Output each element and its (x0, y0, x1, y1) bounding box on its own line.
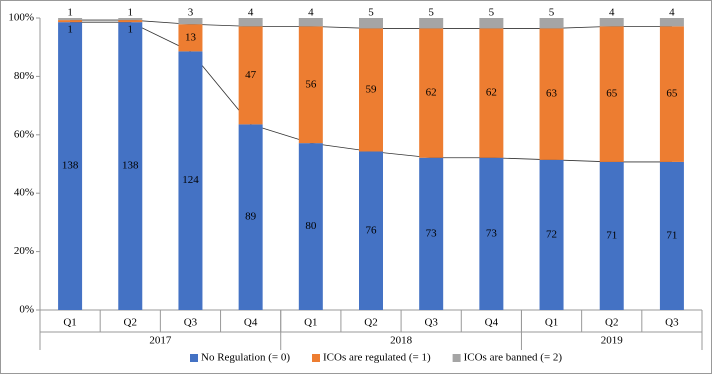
bar-segment (118, 20, 143, 23)
data-label: 73 (486, 227, 498, 239)
bar-segment (359, 151, 383, 310)
x-tick-label: Q3 (424, 317, 438, 329)
data-label: 5 (549, 7, 555, 19)
legend-swatch (312, 354, 320, 362)
data-label: 3 (188, 7, 194, 19)
x-tick-label: Q3 (665, 317, 679, 329)
x-tick-label: Q4 (485, 317, 499, 329)
bar-segment (599, 161, 624, 310)
y-tick-label: 40% (14, 187, 34, 199)
x-tick-label: Q1 (304, 317, 317, 329)
legend-swatch (452, 354, 461, 362)
data-label: 63 (546, 88, 558, 100)
data-label: 71 (606, 229, 617, 241)
x-tick-label: Q1 (63, 317, 76, 329)
legend-label: ICOs are regulated (= 1) (323, 352, 431, 364)
bar-segment (659, 18, 684, 27)
data-label: 62 (486, 87, 497, 99)
y-tick-label: 0% (19, 304, 34, 316)
bar-segment (479, 157, 504, 310)
data-label: 5 (368, 7, 374, 19)
data-label: 65 (606, 88, 618, 100)
data-label: 89 (245, 211, 257, 223)
data-label: 1 (67, 24, 73, 36)
data-label: 4 (248, 7, 254, 19)
bar-segment (359, 18, 383, 29)
x-tick-label: Q4 (244, 317, 258, 329)
data-label: 138 (62, 160, 79, 172)
data-label: 5 (489, 7, 495, 19)
bar-segment (238, 26, 263, 125)
bar-segment (599, 18, 624, 27)
bar-segment (419, 157, 444, 310)
bar-segment (419, 28, 444, 158)
bar-segment (298, 26, 323, 144)
x-group-label: 2017 (149, 335, 172, 347)
x-tick-label: Q3 (184, 317, 198, 329)
bar-segment (419, 18, 444, 29)
data-label: 4 (609, 7, 615, 19)
data-label: 1 (67, 7, 73, 19)
bar-segment (58, 20, 83, 23)
x-group-label: 2019 (601, 335, 624, 347)
data-label: 5 (428, 7, 434, 19)
data-label: 4 (669, 7, 675, 19)
data-label: 124 (182, 174, 199, 186)
bar-segment (178, 51, 203, 310)
y-tick-label: 20% (14, 245, 34, 257)
bar-segment (539, 159, 564, 310)
x-tick-label: Q2 (605, 317, 618, 329)
bar-segment (118, 22, 143, 311)
bar-segment (479, 28, 504, 158)
data-label: 62 (426, 87, 437, 99)
bar-segment (659, 26, 684, 162)
y-tick-label: 60% (14, 128, 34, 140)
data-label: 47 (245, 69, 257, 81)
bar-segment (118, 18, 143, 21)
data-label: 138 (122, 160, 139, 172)
data-label: 4 (308, 7, 314, 19)
x-tick-label: Q2 (124, 317, 137, 329)
bar-segment (178, 24, 203, 52)
legend-label: No Regulation (= 0) (201, 352, 290, 364)
data-label: 1 (128, 7, 134, 19)
bar-segment (58, 18, 83, 21)
bar-segment (479, 18, 504, 29)
x-group-label: 2018 (390, 335, 413, 347)
bar-segment (58, 22, 83, 311)
bar-segment (178, 18, 203, 25)
y-tick-label: 80% (14, 70, 34, 82)
data-label: 65 (666, 88, 678, 100)
x-tick-label: Q2 (364, 317, 377, 329)
bar-segment (539, 28, 564, 160)
bar-segment (238, 18, 263, 27)
data-label: 59 (366, 83, 378, 95)
data-label: 80 (305, 220, 317, 232)
bar-segment (298, 18, 323, 27)
data-label: 76 (366, 224, 378, 236)
data-label: 71 (666, 229, 677, 241)
bar-segment (298, 143, 323, 310)
y-tick-label: 100% (8, 12, 34, 24)
data-label: 1 (128, 24, 134, 36)
legend-label: ICOs are banned (= 2) (464, 352, 563, 364)
x-tick-label: Q1 (545, 317, 558, 329)
data-label: 72 (546, 228, 557, 240)
bar-segment (359, 28, 383, 152)
data-label: 73 (426, 227, 438, 239)
bar-segment (659, 161, 684, 310)
bar-segment (539, 18, 564, 29)
bar-segment (599, 26, 624, 162)
data-label: 13 (185, 31, 197, 43)
data-label: 56 (305, 78, 317, 90)
legend-swatch (190, 354, 198, 362)
bar-segment (238, 124, 263, 310)
